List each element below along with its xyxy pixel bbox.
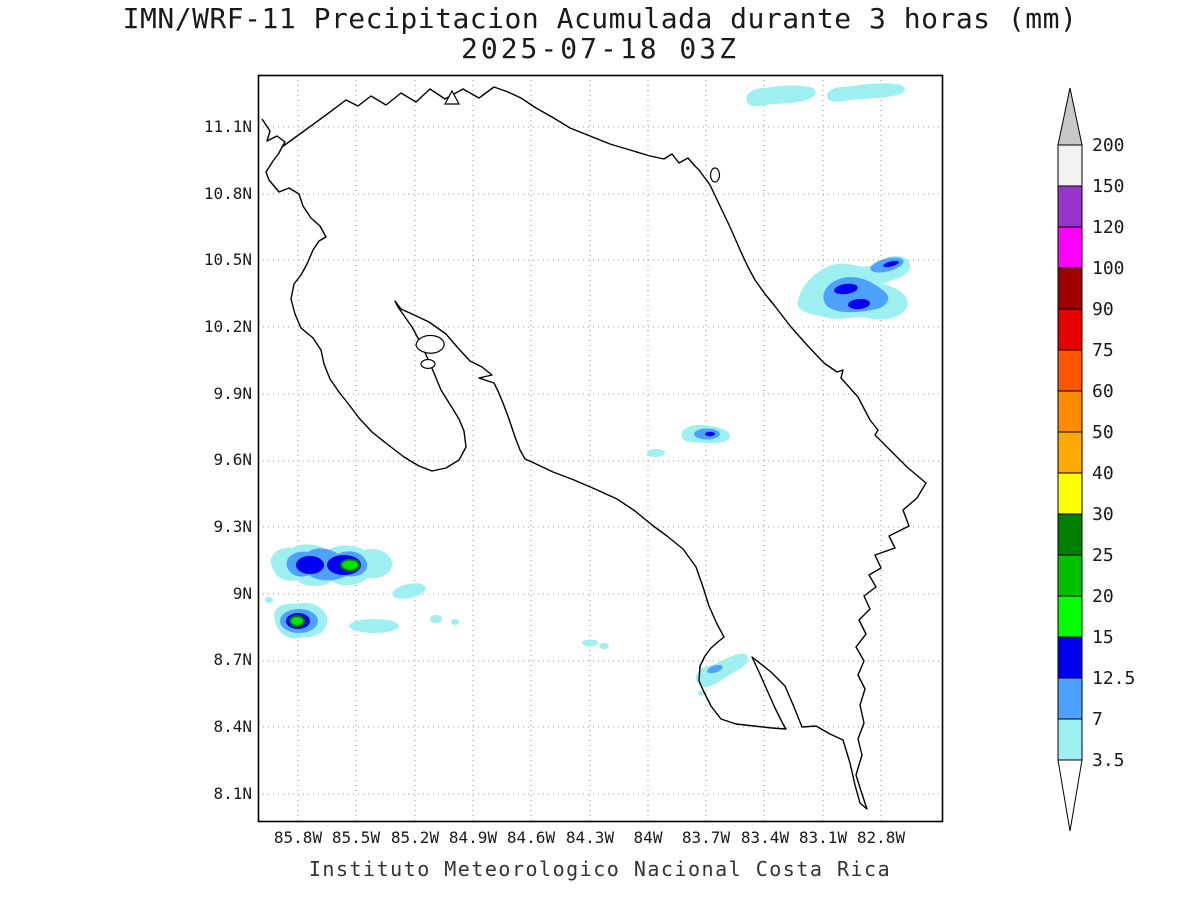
colorbar-segment	[1057, 349, 1083, 392]
colorbar-arrow-bottom	[1057, 759, 1083, 832]
colorbar-level-label: 30	[1092, 504, 1114, 525]
colorbar-level-label: 20	[1092, 586, 1114, 607]
colorbar-segment	[1057, 718, 1083, 761]
y-tick-label: 9.9N	[213, 384, 252, 403]
colorbar-segment	[1057, 513, 1083, 556]
y-tick-label: 9N	[233, 584, 252, 603]
colorbar-segment	[1057, 595, 1083, 638]
colorbar-level-label: 15	[1092, 627, 1114, 648]
colorbar-segment	[1057, 554, 1083, 597]
x-tick-label: 84.6W	[507, 828, 556, 847]
y-tick-label: 10.5N	[204, 250, 252, 269]
colorbar-level-label: 90	[1092, 299, 1114, 320]
ometepe-island-icon	[443, 89, 461, 105]
colorbar-segment	[1057, 267, 1083, 310]
x-tick-label: 83.1W	[799, 828, 848, 847]
x-tick-label: 84.3W	[566, 828, 615, 847]
y-tick-label: 8.4N	[213, 717, 252, 736]
colorbar-segment	[1057, 144, 1083, 187]
x-tick-label: 83.7W	[682, 828, 731, 847]
x-tick-label: 85.2W	[391, 828, 440, 847]
figure-date: 2025-07-18 03Z	[461, 32, 739, 65]
x-tick-label: 83.4W	[741, 828, 790, 847]
colorbar-segment	[1057, 636, 1083, 679]
island-small	[420, 358, 436, 370]
map-frame	[257, 74, 944, 823]
precip-level4-areas	[289, 558, 360, 627]
figure-title: IMN/WRF-11 Precipitacion Acumulada duran…	[123, 2, 1078, 35]
colorbar-level-label: 100	[1092, 258, 1125, 279]
y-tick-label: 11.1N	[204, 117, 252, 136]
grid-lines	[258, 75, 943, 822]
y-tick-label: 8.7N	[213, 650, 252, 669]
x-axis-labels: 85.8W 85.5W 85.2W 84.9W 84.6W 84.3W 84W …	[274, 828, 906, 847]
colorbar: 200 150 120 100 90 75 60 50 40 30 25 20 …	[1057, 87, 1135, 832]
colorbar-segment	[1057, 308, 1083, 351]
colorbar-arrow-top	[1057, 87, 1083, 146]
institution-footer: Instituto Meteorologico Nacional Costa R…	[309, 857, 891, 881]
colorbar-level-label: 150	[1092, 176, 1125, 197]
x-tick-label: 82.8W	[857, 828, 906, 847]
colorbar-segment	[1057, 185, 1083, 228]
y-tick-label: 9.6N	[213, 450, 252, 469]
x-tick-label: 84.9W	[449, 828, 498, 847]
colorbar-level-label: 3.5	[1092, 750, 1125, 771]
colorbar-level-label: 40	[1092, 463, 1114, 484]
y-tick-label: 8.1N	[213, 784, 252, 803]
colorbar-segment	[1057, 226, 1083, 269]
colorbar-segment	[1057, 472, 1083, 515]
y-tick-label: 10.8N	[204, 184, 252, 203]
colorbar-segment	[1057, 390, 1083, 433]
map-plot	[257, 74, 944, 823]
precip-level1-areas	[265, 83, 911, 696]
island-chira	[415, 334, 445, 354]
colorbar-level-label: 25	[1092, 545, 1114, 566]
x-tick-label: 85.5W	[332, 828, 381, 847]
colorbar-level-label: 120	[1092, 217, 1125, 238]
coastline-costa-rica	[261, 86, 927, 810]
colorbar-level-label: 50	[1092, 422, 1114, 443]
y-tick-label: 9.3N	[213, 517, 252, 536]
y-axis-labels: 11.1N 10.8N 10.5N 10.2N 9.9N 9.6N 9.3N 9…	[204, 117, 252, 803]
colorbar-level-label: 60	[1092, 381, 1114, 402]
coastal-lagoon	[709, 167, 721, 183]
colorbar-segment	[1057, 677, 1083, 720]
colorbar-level-label: 7	[1092, 709, 1103, 730]
precip-level2-areas	[280, 257, 904, 674]
colorbar-segment	[1057, 431, 1083, 474]
x-tick-label: 85.8W	[274, 828, 323, 847]
x-tick-label: 84W	[634, 828, 663, 847]
colorbar-level-label: 12.5	[1092, 668, 1135, 689]
colorbar-level-label: 75	[1092, 340, 1114, 361]
y-tick-label: 10.2N	[204, 317, 252, 336]
colorbar-level-label: 200	[1092, 135, 1125, 156]
